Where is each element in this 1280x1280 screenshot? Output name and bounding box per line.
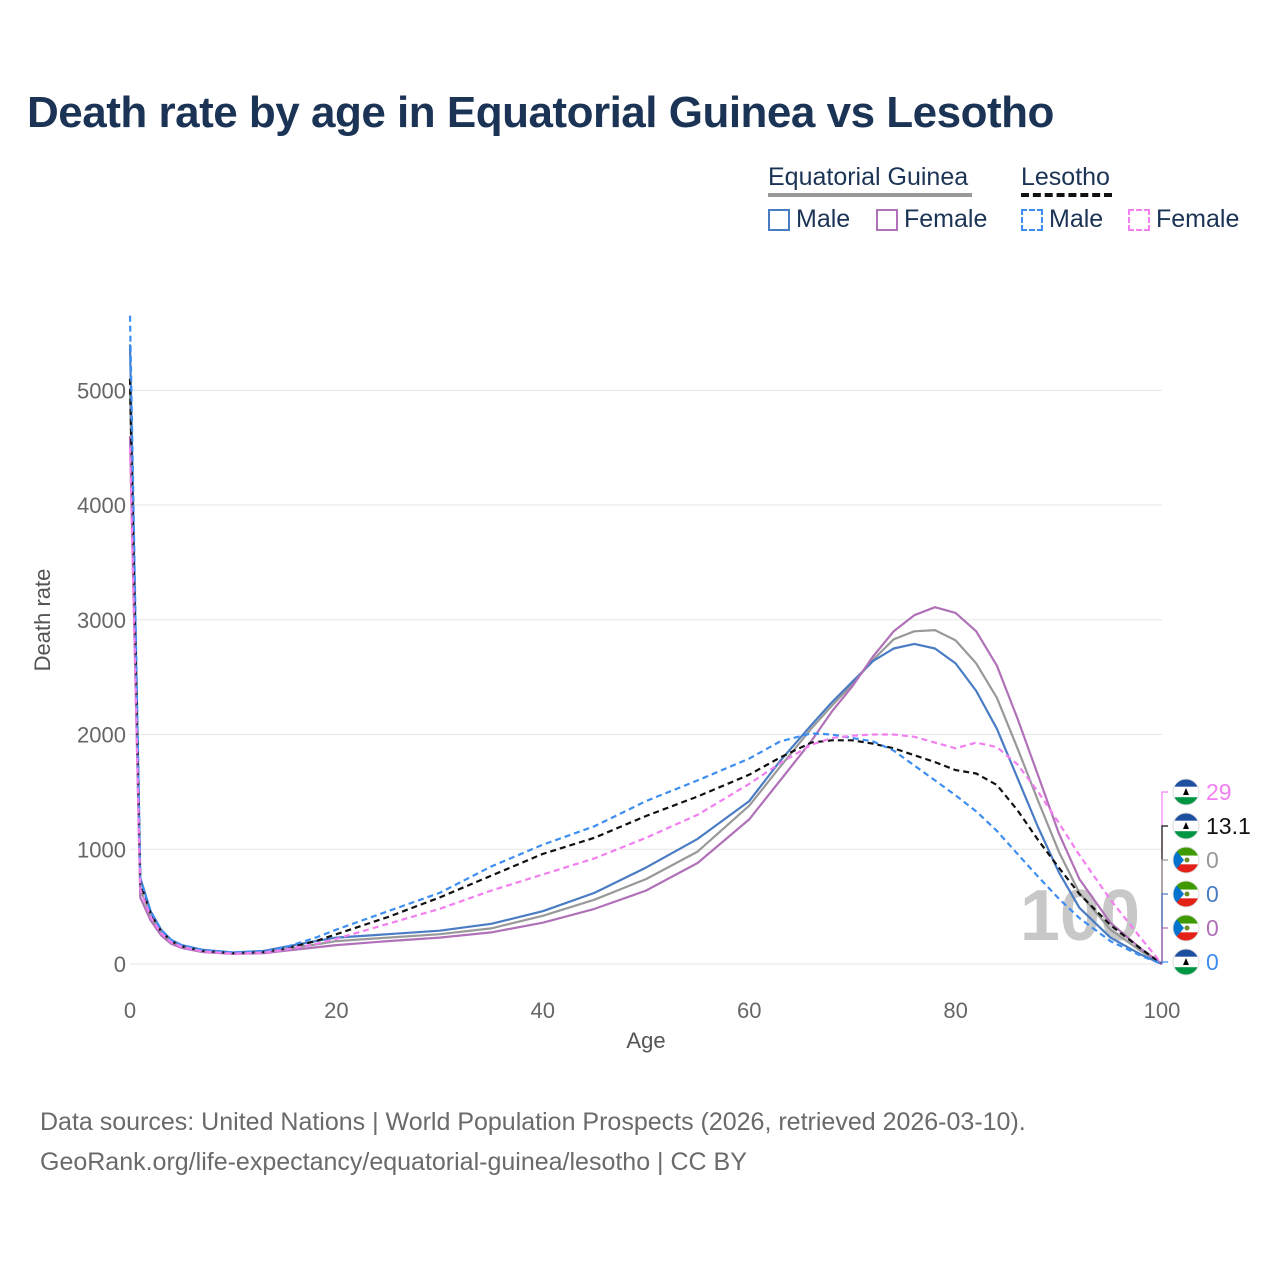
flag-equatorial-guinea-icon xyxy=(1172,880,1200,908)
legend-swatch-ls-male xyxy=(1021,208,1043,231)
x-tick-label: 20 xyxy=(324,998,348,1023)
y-axis-ticks: 0 1000 2000 3000 4000 5000 xyxy=(77,378,126,977)
legend-item-ls-male[interactable]: Male xyxy=(1021,205,1103,234)
flag-lesotho-icon xyxy=(1172,948,1200,976)
legend-label-ls-male: Male xyxy=(1049,205,1104,233)
x-tick-label: 60 xyxy=(737,998,761,1023)
legend-item-eq-male[interactable]: Male xyxy=(768,205,850,234)
legend-label-eq-female: Female xyxy=(904,205,988,233)
end-label-connector xyxy=(1161,791,1168,964)
y-axis-label: Death rate xyxy=(30,569,55,672)
flag-lesotho-icon xyxy=(1172,778,1200,806)
y-tick-label: 4000 xyxy=(77,493,126,518)
legend-label-ls-female: Female xyxy=(1156,205,1240,233)
series-line-equatorial-guinea[interactable] xyxy=(128,390,1163,965)
y-tick-label: 0 xyxy=(114,952,126,977)
end-label-connector xyxy=(1161,961,1168,964)
end-label-connector xyxy=(1161,859,1168,964)
x-tick-label: 40 xyxy=(531,998,555,1023)
end-label-connector xyxy=(1161,927,1168,964)
series-line-lesotho-female[interactable] xyxy=(128,447,1163,965)
y-tick-label: 5000 xyxy=(77,378,126,403)
legend-swatch-eq-female xyxy=(876,208,898,231)
x-axis-label: Age xyxy=(626,1028,665,1053)
legend-swatch-eq-male xyxy=(768,208,790,231)
legend-country-2: Lesotho xyxy=(1021,163,1110,191)
end-label-value: 0 xyxy=(1206,949,1219,975)
x-axis-ticks: 0 20 40 60 80 100 xyxy=(124,998,1180,1023)
legend-country-1-line xyxy=(768,193,972,197)
series-lines xyxy=(128,315,1163,966)
end-label-value: 29 xyxy=(1206,779,1232,805)
end-labels: 29 13.1 0 0 0 0 xyxy=(1161,778,1251,976)
end-label-value: 0 xyxy=(1206,915,1219,941)
end-label-connector xyxy=(1161,893,1168,964)
y-tick-label: 2000 xyxy=(77,723,126,748)
end-label-value: 13.1 xyxy=(1206,813,1251,839)
flag-lesotho-icon xyxy=(1172,812,1200,840)
x-tick-label: 0 xyxy=(124,998,136,1023)
footer-sources: Data sources: United Nations | World Pop… xyxy=(40,1108,1026,1136)
flag-equatorial-guinea-icon xyxy=(1172,846,1200,874)
series-line-lesotho[interactable] xyxy=(128,378,1163,965)
legend-label-eq-male: Male xyxy=(796,205,851,233)
x-tick-label: 80 xyxy=(943,998,967,1023)
x-tick-label: 100 xyxy=(1144,998,1181,1023)
series-line-equatorial-guinea-male[interactable] xyxy=(128,344,1163,966)
legend-country-1: Equatorial Guinea xyxy=(768,163,969,191)
footer-link[interactable]: GeoRank.org/life-expectancy/equatorial-g… xyxy=(40,1148,747,1176)
series-line-equatorial-guinea-female[interactable] xyxy=(128,436,1163,965)
grid-lines xyxy=(130,389,1162,965)
flag-equatorial-guinea-icon xyxy=(1172,914,1200,942)
legend-item-eq-female[interactable]: Female xyxy=(876,205,987,234)
series-line-lesotho-male[interactable] xyxy=(128,315,1163,966)
chart-title: Death rate by age in Equatorial Guinea v… xyxy=(27,88,1054,137)
legend-country-2-line xyxy=(1021,193,1112,197)
end-label-value: 0 xyxy=(1206,847,1219,873)
legend-swatch-ls-female xyxy=(1128,208,1150,231)
end-label-value: 0 xyxy=(1206,881,1219,907)
end-label-connector xyxy=(1161,825,1168,964)
legend-item-ls-female[interactable]: Female xyxy=(1128,205,1239,234)
y-tick-label: 1000 xyxy=(77,837,126,862)
y-tick-label: 3000 xyxy=(77,608,126,633)
